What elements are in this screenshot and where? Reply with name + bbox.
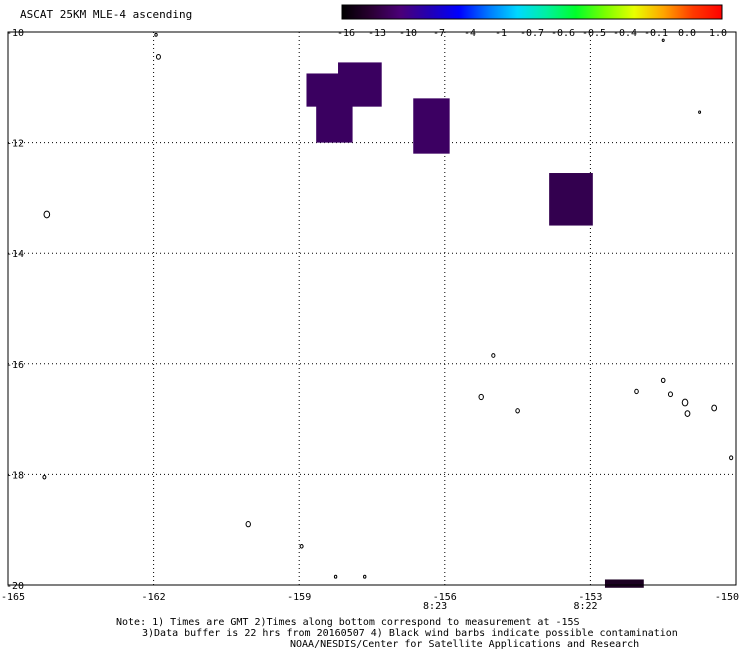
island-outline xyxy=(515,408,520,414)
island-outline xyxy=(661,38,665,42)
longitude-label: -150 xyxy=(715,592,739,603)
island-outlines xyxy=(42,32,734,579)
longitude-label: -156 xyxy=(433,592,457,603)
island-outline xyxy=(681,398,689,407)
color-scale-label: -0.5 xyxy=(582,28,606,39)
wind-data-cells xyxy=(306,62,644,588)
color-scale-label: -4 xyxy=(464,28,476,39)
wind-data-cell xyxy=(549,173,593,226)
island-outline xyxy=(660,377,666,384)
wind-data-cell xyxy=(413,98,450,154)
time-labels: 8:23 8:22 xyxy=(423,601,598,612)
longitude-labels: -165 -162 -159 -156 -153 -150 xyxy=(1,592,739,603)
color-scale-label: -7 xyxy=(433,28,445,39)
island-outline xyxy=(491,353,496,358)
color-scale-label: -0.7 xyxy=(520,28,544,39)
longitude-label: -159 xyxy=(287,592,311,603)
island-outline xyxy=(42,474,47,480)
longitude-label: -165 xyxy=(1,592,25,603)
island-outline xyxy=(478,393,484,401)
color-scale-label: -1 xyxy=(495,28,507,39)
island-outline xyxy=(684,410,691,417)
longitude-label: -153 xyxy=(578,592,602,603)
island-outline xyxy=(729,455,734,461)
island-outline xyxy=(155,53,161,60)
note-line-1: Note: 1) Times are GMT 2)Times along bot… xyxy=(116,617,580,628)
map-title: ASCAT 25KM MLE-4 ascending xyxy=(20,8,192,21)
latitude-labels: -10 -12 -14 -16 -18 -20 xyxy=(6,28,24,592)
latitude-label: -18 xyxy=(6,470,24,481)
island-outline xyxy=(333,574,338,579)
color-scale-labels: -16 -13 -10 -7 -4 -1 -0.7 -0.6 -0.5 -0.4 -0.1 0.0 1.… xyxy=(337,28,727,39)
latitude-label: -12 xyxy=(6,139,24,150)
latitude-label: -10 xyxy=(6,28,24,39)
note-line-2: 3)Data buffer is 22 hrs from 20160507 4)… xyxy=(142,628,678,639)
latitude-label: -16 xyxy=(6,360,24,371)
island-outline xyxy=(634,388,639,395)
color-scale-label: -16 xyxy=(337,28,355,39)
color-scale-bar xyxy=(341,4,723,20)
island-outline xyxy=(154,32,158,37)
map-frame xyxy=(7,31,737,586)
color-scale-label: -10 xyxy=(399,28,417,39)
color-scale-label: -0.4 xyxy=(613,28,637,39)
island-outline xyxy=(299,543,304,549)
time-label: 8:22 xyxy=(573,601,597,612)
time-label: 8:23 xyxy=(423,601,447,612)
color-scale-gradient xyxy=(341,4,723,20)
island-outline xyxy=(698,110,702,114)
latitude-label: -14 xyxy=(6,249,24,260)
wind-data-cell xyxy=(604,579,644,588)
color-scale-label: 0.0 xyxy=(678,28,696,39)
island-outline xyxy=(363,574,367,579)
color-scale-label: -0.1 xyxy=(644,28,668,39)
lat-lon-grid xyxy=(8,32,736,585)
color-scale-label: -13 xyxy=(368,28,386,39)
color-scale-label: 1.0 xyxy=(709,28,727,39)
latitude-label: -20 xyxy=(6,581,24,592)
longitude-label: -162 xyxy=(142,592,166,603)
island-outline xyxy=(245,521,251,528)
color-scale-label: -0.6 xyxy=(551,28,575,39)
wind-data-cell xyxy=(316,98,353,143)
island-outline xyxy=(43,210,51,219)
island-outline xyxy=(667,391,673,398)
island-outline xyxy=(711,404,718,412)
note-line-3: NOAA/NESDIS/Center for Satellite Applica… xyxy=(290,639,640,650)
